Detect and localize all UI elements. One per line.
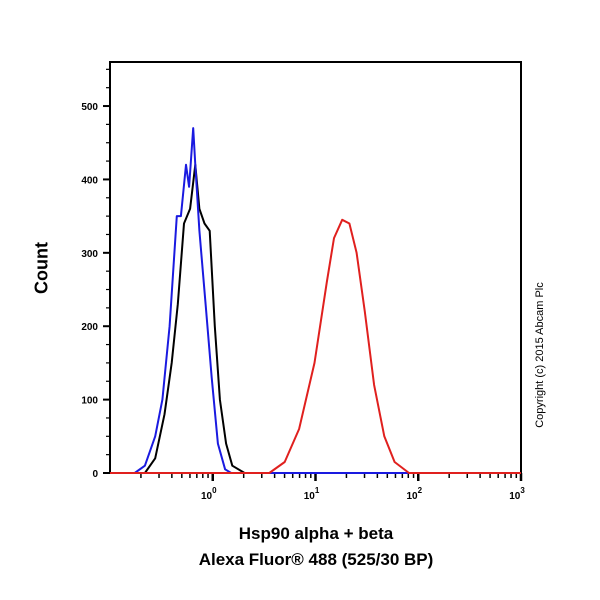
copyright-text: Copyright (c) 2015 Abcam Plc (534, 282, 546, 428)
x-tick-label: 102 (406, 486, 422, 502)
series-line-blue (110, 127, 521, 474)
y-tick-label: 300 (81, 249, 98, 260)
y-tick-label: 0 (92, 469, 98, 480)
y-tick-label: 400 (81, 175, 98, 186)
x-axis-label-2: Alexa Fluor® 488 (525/30 BP) (198, 550, 434, 569)
x-tick-label: 101 (304, 486, 320, 502)
y-tick-label: 500 (81, 102, 98, 113)
y-tick-label: 200 (81, 322, 98, 333)
y-axis-label: Count (31, 242, 52, 294)
plot-frame (109, 61, 522, 474)
series-line-red (110, 218, 521, 474)
x-axis-label: Hsp90 alpha + beta (238, 524, 394, 543)
x-tick-label: 100 (201, 486, 217, 502)
series-line-black (110, 163, 521, 474)
x-tick-label: 103 (509, 486, 525, 502)
y-tick-label: 100 (81, 396, 98, 407)
